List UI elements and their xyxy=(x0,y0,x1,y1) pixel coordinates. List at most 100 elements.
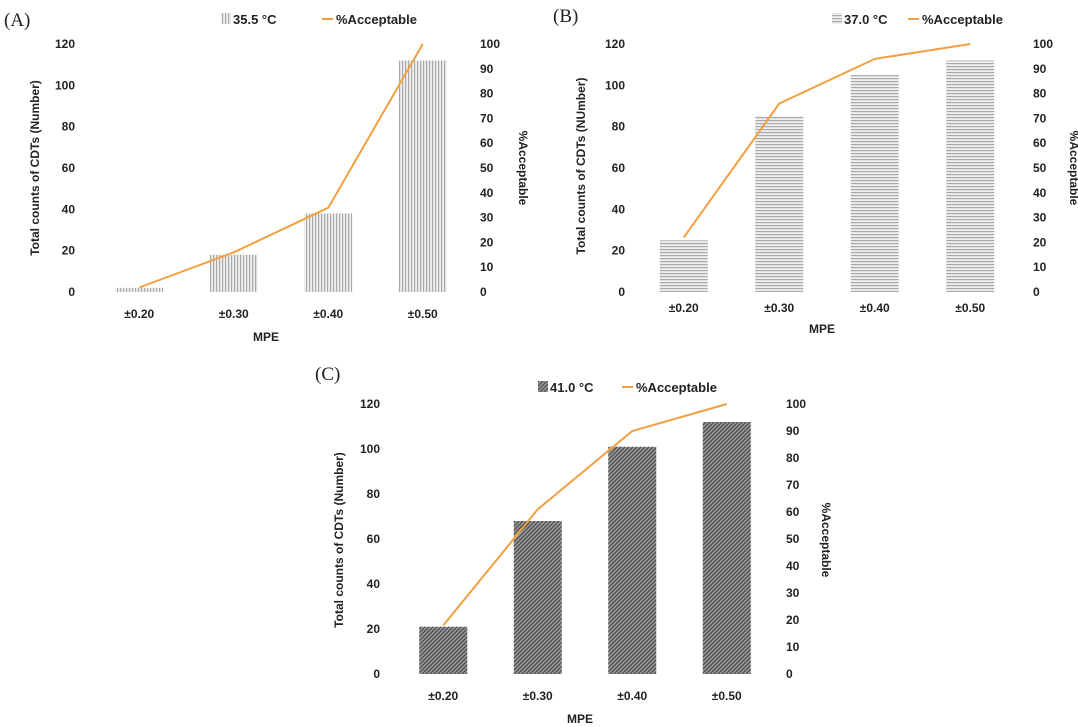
panel-b-y2ticks: 0 10 20 30 40 50 60 70 80 90 100 xyxy=(1033,37,1053,299)
panel-c-legend-line-label: %Acceptable xyxy=(636,380,717,395)
panel-a-xticks: ±0.20 ±0.30 ±0.40 ±0.50 xyxy=(124,307,438,321)
panel-a-y2tick-3: 30 xyxy=(480,211,494,225)
panel-b-bar-3 xyxy=(946,60,995,293)
panel-c-legend-bar-swatch xyxy=(538,381,548,392)
panel-c-ytick-2: 40 xyxy=(367,577,381,591)
panel-c-ytick-6: 120 xyxy=(360,397,380,411)
panel-b-ytick-6: 120 xyxy=(605,37,625,51)
panel-c-y2tick-7: 70 xyxy=(786,478,800,492)
panel-a-y2tick-5: 50 xyxy=(480,161,494,175)
panel-c-y2tick-9: 90 xyxy=(786,424,800,438)
panel-a: (A) 35.5 °C %Acceptable 020406080100120 … xyxy=(4,10,530,344)
panel-c-ytick-0: 0 xyxy=(373,667,380,681)
panel-c-xtick-3: ±0.50 xyxy=(712,689,742,703)
panel-b-y2label: %Acceptable xyxy=(1067,131,1078,206)
panel-c-xtick-0: ±0.20 xyxy=(428,689,458,703)
panel-a-ytick-2: 40 xyxy=(62,202,76,216)
panel-b-y2tick-8: 80 xyxy=(1033,87,1047,101)
panel-a-legend-bar-label: 35.5 °C xyxy=(233,12,277,27)
panel-b-ytick-1: 20 xyxy=(612,244,626,258)
panel-b-y2tick-9: 90 xyxy=(1033,62,1047,76)
panel-b-y2tick-5: 50 xyxy=(1033,161,1047,175)
panel-a-y2tick-9: 90 xyxy=(480,62,494,76)
panel-c-y2tick-1: 10 xyxy=(786,640,800,654)
panel-b-xtick-2: ±0.40 xyxy=(860,301,890,315)
panel-a-xtick-1: ±0.30 xyxy=(219,307,249,321)
panel-b-xlabel: MPE xyxy=(809,322,835,336)
panel-c-yticks: 0 20 40 60 80 100 120 xyxy=(360,397,380,681)
panel-c-ytick-1: 20 xyxy=(367,622,381,636)
panel-b-xtick-0: ±0.20 xyxy=(669,301,699,315)
panel-a-acceptable-line xyxy=(138,43,424,289)
panel-b-legend-bar-swatch xyxy=(832,13,842,24)
panel-c-y2tick-3: 30 xyxy=(786,586,800,600)
panel-b-label: (B) xyxy=(553,6,578,27)
panel-b-legend-bar-label: 37.0 °C xyxy=(844,12,888,27)
panel-a-y2tick-4: 40 xyxy=(480,186,494,200)
panel-a-ytick-3: 60 xyxy=(62,161,76,175)
panel-a-xlabel: MPE xyxy=(253,330,279,344)
panel-c-legend: 41.0 °C %Acceptable xyxy=(538,380,717,395)
panel-b-yticks: 0 20 40 60 80 100 120 xyxy=(605,37,625,299)
panel-a-legend: 35.5 °C %Acceptable xyxy=(221,12,417,27)
panel-a-bar-2 xyxy=(304,213,353,292)
panel-a-y2ticks: 0 10 20 30 40 50 60 70 80 90 100 xyxy=(480,37,500,299)
panel-c-y2tick-8: 80 xyxy=(786,451,800,465)
panel-b-xticks: ±0.20 ±0.30 ±0.40 ±0.50 xyxy=(669,301,986,315)
panel-b-line xyxy=(682,43,971,238)
panel-c-acceptable-line xyxy=(442,403,728,627)
panel-a-y2tick-8: 80 xyxy=(480,87,494,101)
panel-b-y2tick-1: 10 xyxy=(1033,260,1047,274)
panel-c-ytick-3: 60 xyxy=(367,532,381,546)
panel-b-legend-line-label: %Acceptable xyxy=(922,12,1003,27)
panel-a-ylabel: Total counts of CDTs (Number) xyxy=(28,80,42,256)
panel-c-ytick-4: 80 xyxy=(367,487,381,501)
panel-a-legend-line-label: %Acceptable xyxy=(336,12,417,27)
panel-b-ylabel: Total counts of CDTs (NUmber) xyxy=(574,78,588,255)
panel-b-bar-0 xyxy=(659,240,708,292)
panel-c-xtick-2: ±0.40 xyxy=(617,689,647,703)
panel-c-bar-0 xyxy=(419,626,468,674)
panel-a-y2tick-7: 70 xyxy=(480,111,494,125)
panel-c-y2tick-0: 0 xyxy=(786,667,793,681)
panel-c-label: (C) xyxy=(315,364,340,385)
panel-a-xtick-2: ±0.40 xyxy=(313,307,343,321)
panel-c-legend-bar-label: 41.0 °C xyxy=(550,380,594,395)
panel-b-y2tick-4: 40 xyxy=(1033,186,1047,200)
panel-a-y2tick-1: 10 xyxy=(480,260,494,274)
panel-a-y2label: %Acceptable xyxy=(516,131,530,206)
panel-a-ytick-6: 120 xyxy=(55,37,75,51)
panel-a-bar-0 xyxy=(115,287,164,292)
panel-b-bar-2 xyxy=(850,75,899,292)
panel-b-y2tick-7: 70 xyxy=(1033,111,1047,125)
panel-a-yticks: 0 20 40 60 80 100 120 xyxy=(55,37,75,299)
panel-c-y2tick-2: 20 xyxy=(786,613,800,627)
panel-c-xtick-1: ±0.30 xyxy=(523,689,553,703)
panel-b-xtick-3: ±0.50 xyxy=(955,301,985,315)
panel-b-y2tick-0: 0 xyxy=(1033,285,1040,299)
panel-c: (C) 41.0 °C %Acceptable 020406080100120 … xyxy=(315,364,833,726)
panel-a-line xyxy=(138,43,424,289)
panel-c-bar-2 xyxy=(608,446,657,674)
panel-b-y2tick-3: 30 xyxy=(1033,211,1047,225)
panel-b-y2tick-2: 20 xyxy=(1033,235,1047,249)
panel-c-xlabel: MPE xyxy=(567,712,593,726)
panel-c-line xyxy=(442,403,728,627)
panel-b-y2tick-10: 100 xyxy=(1033,37,1053,51)
panel-b-bars xyxy=(659,60,995,293)
panel-a-y2tick-0: 0 xyxy=(480,285,487,299)
panel-a-ytick-5: 100 xyxy=(55,78,75,92)
panel-b-ytick-2: 40 xyxy=(612,202,626,216)
panel-c-y2ticks: 0 10 20 30 40 50 60 70 80 90 100 xyxy=(786,397,806,681)
panel-a-bars xyxy=(115,60,447,293)
panel-a-y2tick-10: 100 xyxy=(480,37,500,51)
panel-c-bar-3 xyxy=(702,422,751,674)
panel-a-label: (A) xyxy=(4,10,30,31)
panel-a-bar-1 xyxy=(209,254,258,292)
panel-b: (B) 37.0 °C %Acceptable 020406080100120 … xyxy=(553,6,1078,336)
panel-a-xtick-3: ±0.50 xyxy=(408,307,438,321)
panel-c-xticks: ±0.20 ±0.30 ±0.40 ±0.50 xyxy=(428,689,742,703)
panel-b-y2tick-6: 60 xyxy=(1033,136,1047,150)
panel-c-y2tick-6: 60 xyxy=(786,505,800,519)
